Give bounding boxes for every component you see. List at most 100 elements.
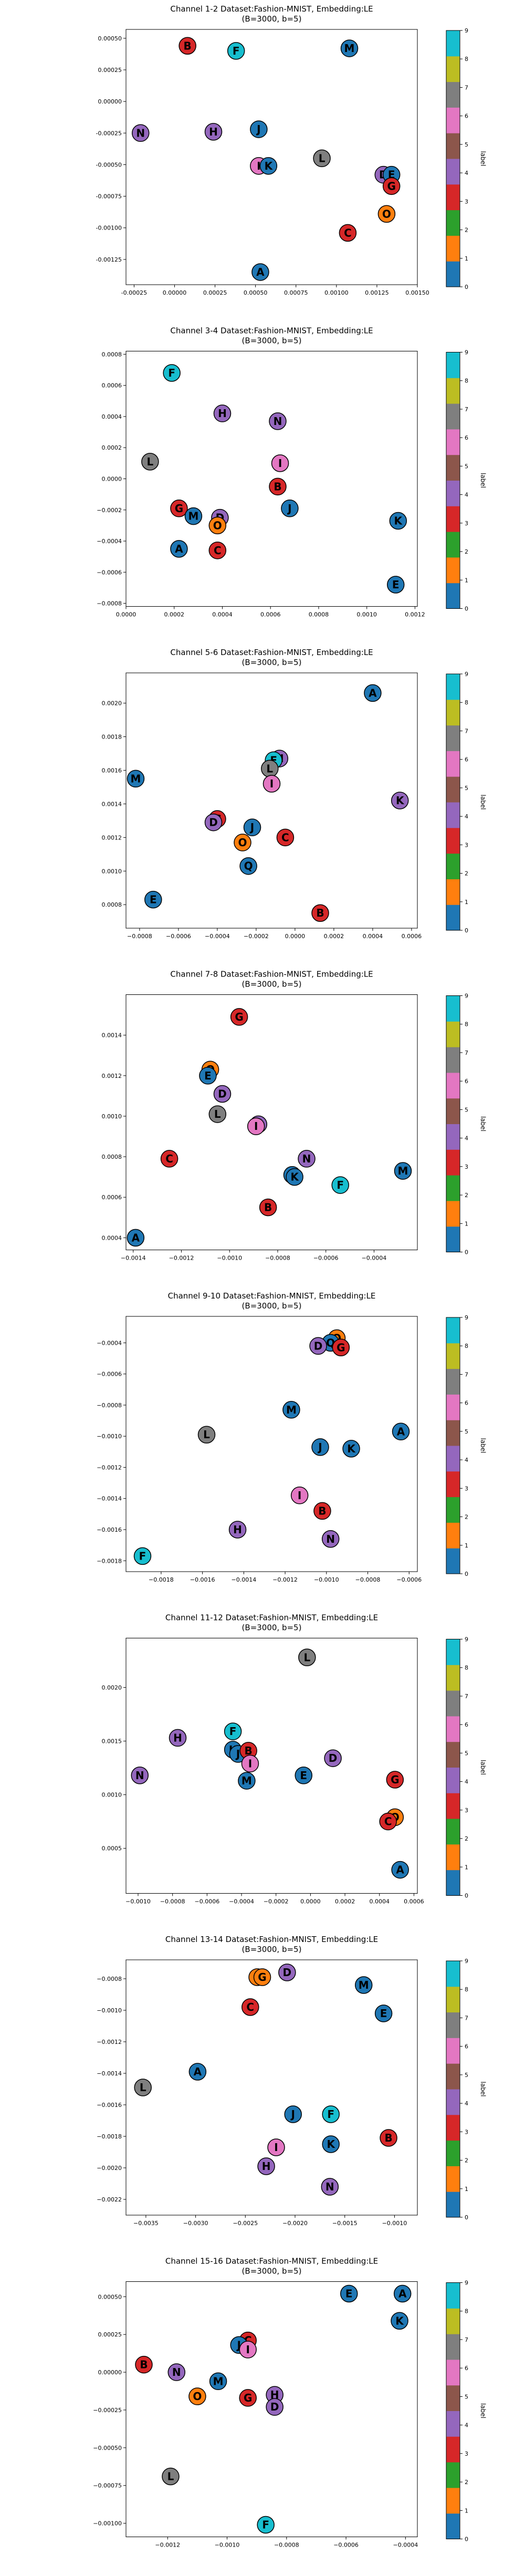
- colorbar-label: label: [479, 473, 487, 488]
- colorbar-segment: [446, 802, 460, 828]
- colorbar-segment: [446, 2191, 460, 2218]
- colorbar-segment: [446, 1175, 460, 1201]
- data-point-K: K: [322, 2135, 340, 2153]
- chart-subtitle: (B=3000, b=5): [242, 658, 302, 667]
- point-label: M: [131, 772, 141, 785]
- point-marker: [380, 2129, 397, 2147]
- y-tick-label: 0.0005: [102, 1845, 122, 1852]
- plot-area: [125, 1959, 418, 2216]
- point-label: C: [214, 544, 222, 557]
- colorbar-segment: [446, 1317, 460, 1344]
- point-label: C: [384, 1815, 392, 1828]
- data-point-F: F: [257, 2516, 275, 2534]
- data-point-F: F: [227, 42, 245, 60]
- point-label: F: [327, 2108, 334, 2121]
- colorbar-tick-label: 3: [465, 198, 468, 205]
- data-point-L: L: [162, 2467, 180, 2486]
- point-marker: [391, 1861, 409, 1879]
- colorbar-segment: [446, 1072, 460, 1099]
- colorbar-tick-label: 7: [465, 1693, 468, 1700]
- colorbar-tick-label: 2: [465, 1835, 468, 1842]
- x-tick-label: −0.0025: [233, 2220, 258, 2227]
- point-marker: [241, 1754, 259, 1773]
- colorbar: 0 1 2 3 4 5 6 7 8 9 label: [446, 1314, 487, 1577]
- data-point-D: D: [324, 1749, 342, 1767]
- colorbar-tick-label: 7: [465, 728, 468, 734]
- x-tick-label: −0.0006: [194, 1898, 219, 1905]
- colorbar-segment: [446, 1869, 460, 1896]
- colorbar-segment: [446, 159, 460, 185]
- data-point-G: G: [386, 1771, 404, 1789]
- data-point-E: E: [340, 2284, 358, 2303]
- colorbar-tick-label: 3: [465, 1164, 468, 1170]
- chart-subtitle: (B=3000, b=5): [242, 1301, 302, 1311]
- point-marker: [170, 500, 188, 517]
- data-point-B: B: [239, 1742, 257, 1760]
- colorbar-segment: [446, 2462, 460, 2488]
- colorbar-segment: [446, 1961, 460, 1987]
- colorbar-tick-label: 5: [465, 2072, 468, 2079]
- point-marker: [322, 2135, 340, 2153]
- point-marker: [162, 2467, 180, 2486]
- plot-area: [125, 672, 418, 929]
- data-point-K: K: [391, 2312, 408, 2330]
- y-tick-label: 0.0010: [102, 868, 122, 875]
- colorbar-tick-label: 7: [465, 406, 468, 413]
- data-point-A: A: [392, 1422, 410, 1441]
- point-label: I: [270, 777, 274, 790]
- colorbar-segment: [446, 506, 460, 532]
- point-label: M: [188, 510, 198, 523]
- point-marker: [243, 818, 261, 836]
- x-tick-label: 0.0006: [402, 933, 422, 940]
- data-point-D: D: [309, 1337, 327, 1355]
- chart-subtitle: (B=3000, b=5): [242, 1623, 302, 1633]
- x-tick-label: −0.0020: [282, 2220, 308, 2227]
- x-tick-label: −0.0010: [314, 1576, 339, 1583]
- x-tick-label: -0.00025: [121, 289, 147, 296]
- y-tick-label: −0.0016: [97, 2102, 122, 2108]
- colorbar-segment: [446, 2140, 460, 2166]
- point-marker: [242, 1998, 259, 2016]
- data-point-M: M: [282, 1401, 300, 1419]
- data-point-C: C: [379, 1812, 397, 1831]
- data-point-O: O: [377, 205, 396, 223]
- point-marker: [133, 1547, 152, 1565]
- y-tick-label: −0.0004: [97, 1339, 122, 1346]
- point-label: K: [327, 2138, 335, 2151]
- colorbar-tick-label: 4: [465, 1779, 468, 1785]
- data-point-C: C: [242, 1998, 259, 2016]
- point-label: L: [319, 152, 326, 164]
- colorbar-segment: [446, 1665, 460, 1691]
- point-label: J: [235, 1748, 240, 1760]
- chart-title: Channel 9-10 Dataset:Fashion-MNIST, Embe…: [168, 1291, 376, 1301]
- data-point-N: N: [269, 412, 287, 430]
- colorbar-tick-label: 1: [465, 2186, 468, 2193]
- data-point-O: O: [188, 2387, 206, 2405]
- point-label: N: [302, 1152, 311, 1165]
- colorbar-label: label: [479, 2403, 487, 2418]
- point-label: A: [398, 2288, 407, 2300]
- y-tick-label: 0.0010: [102, 1792, 122, 1799]
- point-label: D: [218, 1088, 227, 1100]
- x-tick-label: 0.00000: [163, 289, 187, 296]
- colorbar-tick-label: 6: [465, 434, 468, 441]
- y-tick-label: −0.0008: [97, 1976, 122, 1982]
- colorbar-segment: [446, 879, 460, 905]
- point-marker: [290, 1487, 309, 1504]
- colorbar-segment: [446, 995, 460, 1022]
- point-marker: [199, 1067, 217, 1085]
- point-label: H: [233, 1523, 242, 1536]
- point-marker: [298, 1150, 316, 1168]
- colorbar-tick-label: 0: [465, 2214, 468, 2221]
- point-marker: [322, 2105, 340, 2123]
- colorbar-tick-label: 8: [465, 1021, 468, 1028]
- point-label: E: [300, 1769, 307, 1782]
- colorbar-segment: [446, 1497, 460, 1523]
- colorbar-segment: [446, 1124, 460, 1150]
- y-tick-label: -0.00075: [96, 193, 122, 200]
- colorbar-tick-label: 3: [465, 2128, 468, 2135]
- point-label: H: [262, 2160, 271, 2173]
- point-label: J: [290, 2108, 295, 2121]
- point-label: E: [345, 2288, 353, 2300]
- colorbar-tick-label: 7: [465, 1050, 468, 1056]
